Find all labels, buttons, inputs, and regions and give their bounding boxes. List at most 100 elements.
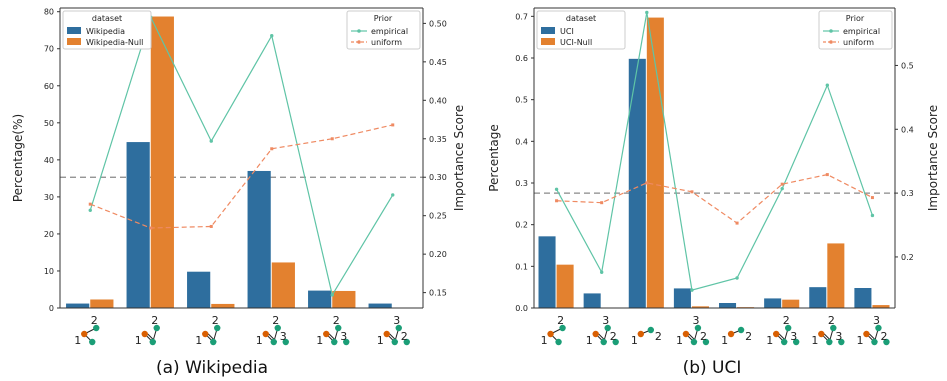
motif-label-top: 2: [91, 314, 98, 327]
bar-observed-3: [673, 288, 691, 308]
bar-null-0: [556, 264, 574, 308]
bar-observed-4: [308, 290, 332, 308]
motif-node-orange: [81, 330, 88, 338]
point-empirical-0: [554, 187, 559, 191]
motif-label-top: 3: [873, 314, 880, 327]
motif-node-green-top: [153, 324, 160, 332]
motif-node-green-bottom: [391, 338, 398, 346]
motif-node-green-bottom: [149, 338, 156, 346]
motif-label-left: 1: [856, 334, 863, 347]
y2-tick-label-0: 0.15: [429, 289, 447, 298]
motif-node-orange: [202, 330, 209, 338]
bar-observed-5: [764, 298, 782, 308]
point-empirical-3: [270, 33, 274, 38]
legend-prior: Prior empirical uniform: [818, 10, 893, 50]
motif-label-right: 2: [700, 330, 707, 343]
legend-prior-label-1: uniform: [843, 38, 874, 47]
bar-observed-1: [583, 293, 601, 308]
motif-node-green-right: [883, 338, 890, 346]
motif-label-top: 2: [272, 314, 279, 327]
y-tick-label-3: 30: [44, 193, 54, 202]
bar-observed-7: [854, 288, 872, 308]
bar-null-5: [782, 299, 800, 308]
bar-observed-1: [126, 142, 150, 308]
motif-label-right: 3: [280, 330, 287, 343]
motif-node-green-bottom: [690, 338, 698, 346]
point-empirical-1: [599, 270, 604, 274]
motif-node-green-bottom: [210, 338, 217, 346]
point-uniform-6: [825, 173, 829, 177]
motif-node-green-top: [604, 324, 611, 332]
caption-uci: (b) UCI: [683, 358, 742, 378]
y-tick-label-5: 50: [44, 119, 54, 128]
legend-label-0: Wikipedia: [86, 27, 125, 36]
motif-node-green-top: [875, 324, 882, 332]
motif-node-green-top: [559, 324, 566, 332]
motif-node-green-top: [335, 324, 342, 332]
y-tick-label-0: 0.0: [515, 304, 528, 313]
motif-node-orange: [383, 330, 390, 338]
y2-axis-label: Importance Score: [926, 105, 940, 211]
point-empirical-2: [209, 139, 213, 143]
motif-node-orange: [727, 330, 735, 338]
y-tick-label-2: 20: [44, 230, 54, 239]
y2-tick-label-6: 0.45: [429, 58, 447, 67]
motif-node-green-right: [403, 338, 410, 346]
bar-null-1: [150, 16, 174, 308]
motif-node-green-bottom: [600, 338, 607, 346]
point-uniform-2: [645, 181, 649, 185]
motif-label-left: 1: [377, 334, 384, 347]
bar-observed-0: [538, 236, 556, 308]
legend-swatch-0: [67, 27, 81, 34]
legend-label-1: Wikipedia-Null: [86, 38, 143, 47]
motif-node-green-top: [694, 324, 702, 332]
motif-node-orange: [547, 330, 554, 338]
motif-node-green-bottom: [331, 338, 338, 346]
bar-observed-0: [66, 303, 90, 308]
legend-prior-label-1: uniform: [371, 38, 402, 47]
motif-label-right: 3: [340, 330, 347, 343]
motif-node-orange: [818, 330, 825, 338]
motif-node-green-right: [343, 338, 350, 346]
motif-icon-5: 21 3: [766, 314, 800, 347]
y2-tick-label-5: 0.40: [429, 96, 447, 105]
motif-node-green-top: [647, 326, 655, 334]
point-uniform-4: [330, 137, 334, 141]
motif-node-green-bottom: [780, 338, 788, 346]
point-uniform-2: [209, 224, 213, 228]
motif-icon-2: 21: [195, 314, 221, 347]
y2-tick-label-7: 0.50: [429, 19, 447, 28]
motif-node-green-top: [737, 326, 745, 334]
motif-label-top: 2: [212, 314, 219, 327]
point-uniform-5: [391, 123, 395, 127]
motif-icon-5: 31 2: [377, 314, 410, 347]
y-tick-label-6: 60: [44, 82, 54, 91]
motif-label-left: 1: [631, 334, 638, 347]
bar-observed-4: [719, 303, 737, 308]
legend-dataset: dataset UCI UCI-Null: [536, 10, 626, 50]
motif-icon-1: 21: [135, 314, 160, 347]
motif-label-top: 2: [557, 314, 564, 327]
motif-node-orange: [637, 330, 645, 338]
motif-icon-7: 31 2: [856, 314, 890, 347]
bar-null-3: [271, 262, 295, 308]
point-uniform-3: [270, 147, 274, 151]
motif-label-top: 2: [828, 314, 835, 327]
legend-prior-marker-1: [357, 40, 361, 44]
y2-tick-label-1: 0.20: [429, 250, 447, 259]
line-uniform: [556, 173, 873, 224]
legend-dataset: dataset Wikipedia Wikipedia-Null: [62, 10, 152, 50]
bar-observed-2: [628, 58, 646, 309]
legend-prior-label-0: empirical: [371, 27, 408, 36]
legend-prior-title: Prior: [846, 14, 865, 23]
motif-node-orange: [592, 330, 599, 338]
motif-icon-0: 21: [541, 314, 566, 347]
point-empirical-3: [690, 288, 694, 292]
motif-node-green-bottom: [555, 338, 562, 346]
legend-prior-marker-1: [829, 40, 833, 44]
bar-null-7: [872, 305, 890, 308]
motif-node-orange: [141, 330, 148, 338]
y-tick-label-7: 0.7: [515, 12, 528, 21]
motif-node-green-right: [282, 338, 289, 346]
